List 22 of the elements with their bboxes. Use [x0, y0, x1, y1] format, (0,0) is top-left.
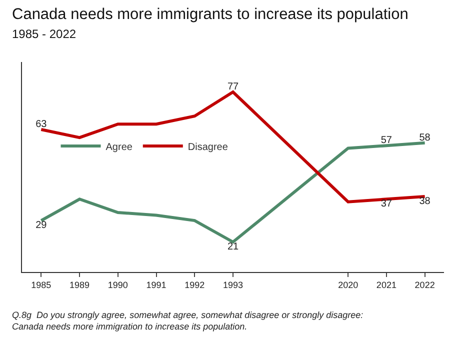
text: Q.8g Do you strongly agree, somewhat agree, somewhat disagree or strongly disagree: Canada needs more immigration to increase its population.: [12, 310, 364, 332]
chart-title: Canada needs more immigrants to increase its population: [12, 6, 408, 23]
x-tick-label: 2020: [338, 280, 358, 290]
data-label: 77: [227, 82, 239, 92]
x-tick-label: 1992: [184, 280, 205, 290]
data-label: 29: [36, 220, 48, 232]
legend-label: Agree: [106, 142, 133, 153]
x-tick-label: 2022: [414, 280, 435, 290]
data-label: 21: [227, 242, 239, 252]
x-tick-label: 1985: [31, 280, 52, 290]
x-tick-label: 1993: [222, 280, 244, 290]
chart-subtitle: 1985 - 2022: [12, 27, 76, 41]
data-label: 57: [380, 135, 392, 146]
x-tick-label: 1989: [70, 280, 90, 290]
legend-label: Disagree: [188, 142, 228, 153]
x-tick-label: 1990: [108, 280, 128, 290]
x-tick-label: 1991: [146, 280, 166, 290]
data-label: 38: [419, 196, 431, 207]
x-tick-label: 2021: [376, 280, 396, 290]
data-label: 63: [36, 119, 48, 130]
data-label: 37: [380, 198, 392, 210]
data-label: 58: [419, 132, 431, 144]
